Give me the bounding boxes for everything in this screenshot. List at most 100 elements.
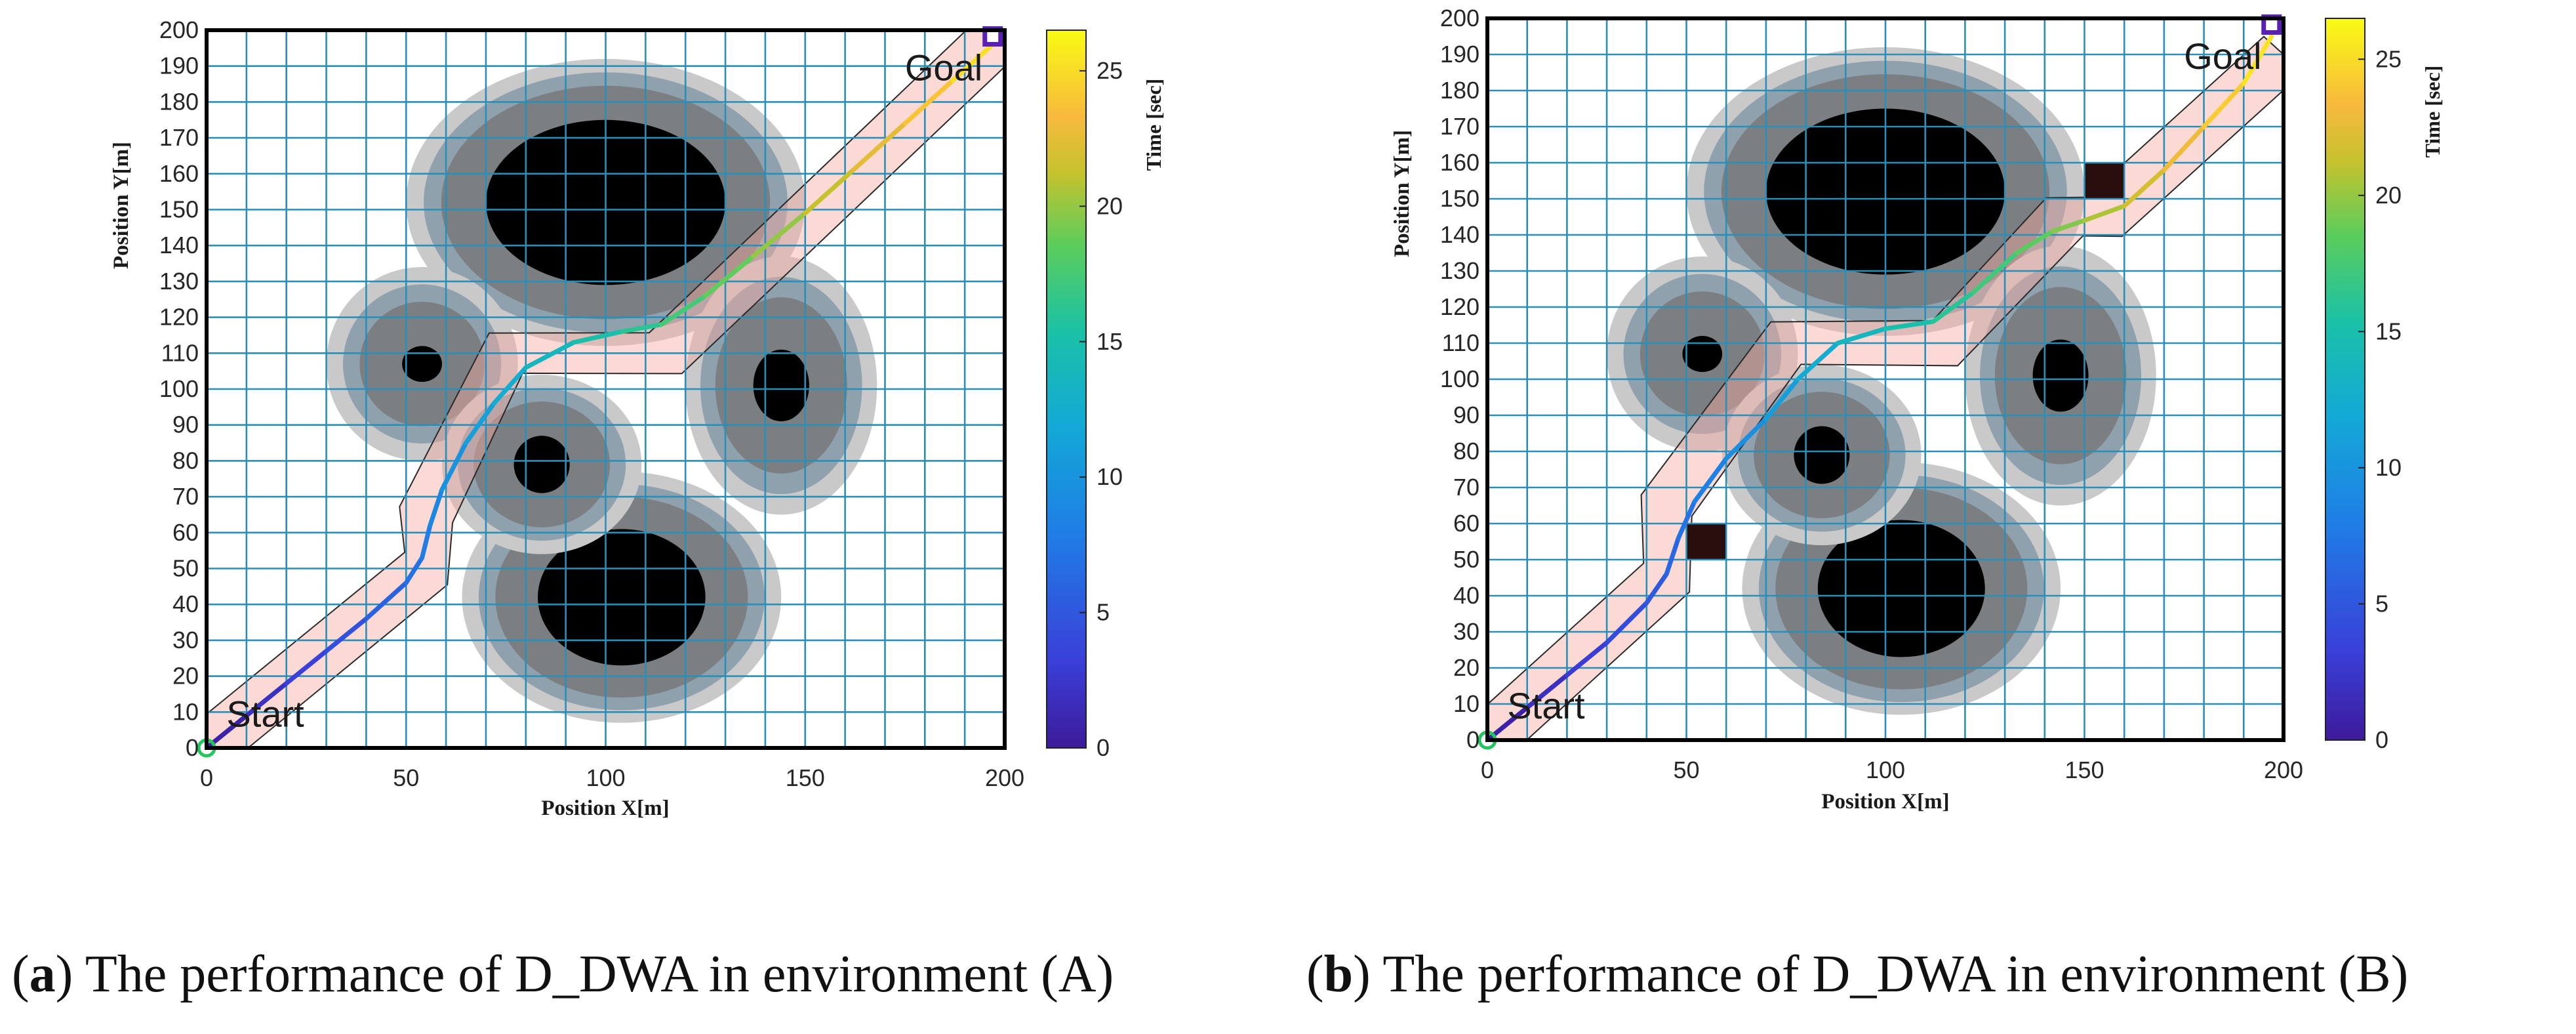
obstacle-core: [538, 529, 706, 666]
goal-annotation: Goal: [905, 47, 982, 89]
path-segment: [1931, 290, 1976, 324]
colorbar-gradient: [2325, 18, 2365, 741]
colorbar-ticks: 0 5 10 15 20 25: [1079, 57, 1123, 761]
colorbar-ticks: 0 5 10 15 20 25: [2358, 45, 2402, 753]
caption-tag: b: [1323, 945, 1354, 1003]
path-segment: [571, 329, 624, 345]
y-tick-label: 200: [1440, 5, 1479, 31]
obstacle: [1965, 245, 2156, 506]
path-segment: [2050, 218, 2087, 234]
panel-b: 0 50 100 150 200 010203040506070809010011012…: [1390, 5, 2444, 814]
x-tick-label: 0: [1481, 756, 1494, 783]
y-tick-label: 20: [172, 663, 199, 690]
y-tick-label: 160: [159, 160, 199, 187]
y-tick-label: 140: [159, 232, 199, 258]
path-segment: [703, 254, 756, 299]
obstacle-core: [1794, 426, 1850, 484]
x-tick-label: 100: [1866, 756, 1905, 783]
y-tick-label: 110: [161, 339, 199, 366]
path-segment: [1692, 456, 1729, 505]
y-tick-label: 120: [1440, 293, 1479, 320]
x-axis-label: Position X[m]: [541, 796, 669, 820]
colorbar-tick-label: 5: [2375, 590, 2388, 617]
path-segment: [1644, 571, 1669, 606]
y-tick-label: 70: [1453, 474, 1479, 501]
caption-text: The performance of D_DWA in environment …: [85, 945, 1114, 1003]
colorbar-tick-label: 20: [1097, 192, 1123, 219]
path-segment: [284, 648, 329, 686]
obstacle-core: [402, 346, 443, 383]
path-segment: [1564, 640, 1609, 678]
path-segment: [1664, 535, 1681, 577]
obstacle-core: [2032, 339, 2089, 412]
path-segment: [2241, 34, 2274, 86]
obstacle-core: [513, 436, 570, 493]
path-segment: [244, 681, 289, 718]
path-segment: [950, 38, 999, 83]
colorbar-tick-label: 10: [2375, 454, 2402, 481]
path-segment: [491, 365, 529, 406]
y-tick-label: 170: [1440, 113, 1479, 140]
y-tick-label: 0: [1466, 726, 1479, 753]
y-tick-label: 150: [1440, 185, 1479, 212]
caption-a: (a) The performance of D_DWA in environm…: [12, 945, 1114, 1003]
x-axis-label: Position X[m]: [1821, 790, 1949, 814]
obstacle: [442, 375, 642, 554]
colorbar-tick-label: 5: [1097, 599, 1110, 626]
dynamic-obstacle: [2084, 163, 2125, 199]
colorbar-tick-label: 25: [2375, 45, 2402, 72]
path-segment: [403, 555, 425, 585]
y-tick-label: 180: [1440, 77, 1479, 104]
figure: 0 50 100 150 200 010203040506070809010011012…: [110, 5, 2444, 820]
obstacle: [685, 256, 877, 515]
x-tick-label: 50: [1673, 756, 1699, 783]
colorbar-label: Time [sec]: [2421, 66, 2444, 158]
y-tick-label: 170: [159, 124, 199, 151]
obstacle-core: [1817, 520, 1985, 657]
colorbar-tick-label: 25: [1097, 57, 1123, 84]
y-tick-label: 190: [1440, 41, 1479, 68]
x-tick-labels: 0 50 100 150 200: [200, 764, 1024, 791]
dynamic-obstacles: [1686, 163, 2125, 560]
path-segment: [1763, 377, 1800, 421]
path-segment: [1795, 341, 1840, 382]
y-tick-label: 190: [159, 52, 199, 79]
y-tick-label: 60: [172, 519, 199, 546]
y-tick-label: 150: [159, 196, 199, 223]
path-segment: [363, 580, 409, 621]
y-tick-label: 100: [159, 375, 199, 402]
colorbar: 0 5 10 15 20 25 Time [sec]: [2325, 18, 2444, 753]
x-tick-label: 200: [2264, 756, 2303, 783]
x-tick-label: 100: [586, 764, 625, 791]
caption-b: (b) The performance of D_DWA in environm…: [1306, 945, 2409, 1003]
y-tick-label: 120: [159, 304, 199, 331]
path-segment: [428, 487, 445, 528]
path-segment: [2202, 81, 2246, 129]
y-tick-labels: 0 10 20 30 40 50 60 70 80 90 100 110 120 130 140 150 160…: [159, 16, 199, 761]
y-tick-label: 0: [186, 734, 199, 761]
colorbar-gradient: [1046, 30, 1087, 749]
grid-lines: [205, 29, 1006, 749]
start-annotation: Start: [226, 693, 304, 734]
y-tick-label: 100: [1440, 365, 1479, 392]
path-segment: [324, 616, 369, 653]
x-tick-label: 150: [786, 764, 825, 791]
panel-a: 0 50 100 150 200 010203040506070809010011012…: [110, 16, 1165, 820]
y-axis-label: Position Y[m]: [1390, 130, 1414, 257]
y-tick-label: 110: [1442, 329, 1479, 356]
path-segment: [1525, 672, 1569, 710]
colorbar-tick-label: 0: [1097, 734, 1110, 761]
y-tick-label: 80: [1453, 438, 1479, 465]
path-segment: [1971, 251, 2019, 295]
y-axis-label: Position Y[m]: [110, 142, 133, 269]
x-tick-label: 150: [2064, 756, 2104, 783]
caption-tag: a: [29, 945, 56, 1003]
y-tick-label: 80: [172, 447, 199, 474]
y-tick-label: 30: [1453, 618, 1479, 645]
y-tick-label: 140: [1440, 221, 1479, 248]
y-tick-label: 40: [1453, 582, 1479, 609]
path-segment: [523, 340, 576, 370]
trajectory-path: [207, 38, 999, 748]
obstacle-core: [753, 349, 809, 422]
path-segment: [751, 211, 808, 259]
